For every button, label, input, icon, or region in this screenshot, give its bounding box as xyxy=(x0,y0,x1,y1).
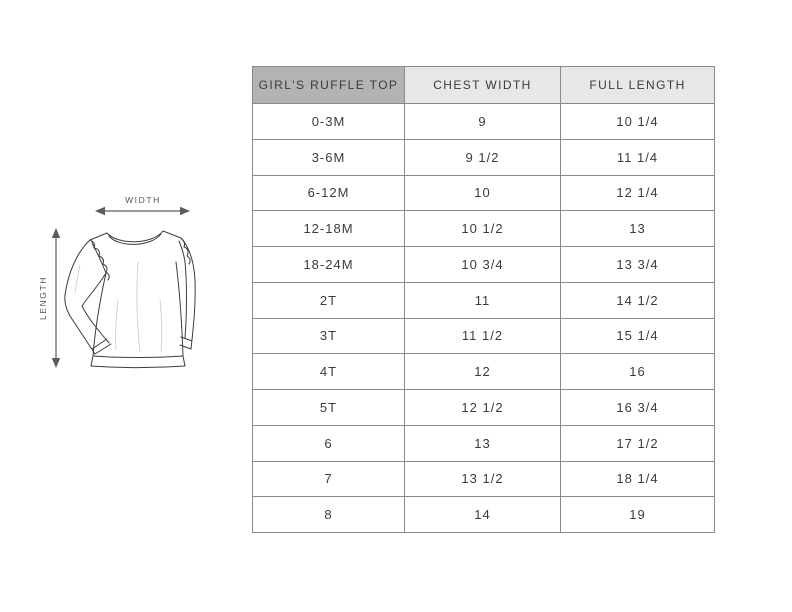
length-cell: 16 3/4 xyxy=(560,389,715,426)
table-row: 0-3M 9 10 1/4 xyxy=(252,103,715,140)
size-cell: 5T xyxy=(252,389,405,426)
length-arrow: LENGTH xyxy=(38,228,61,368)
garment-diagram: WIDTH LENGTH xyxy=(38,195,196,368)
header-chest-width: CHEST WIDTH xyxy=(404,66,561,104)
size-cell: 7 xyxy=(252,460,405,498)
table-row: 7 13 1/2 18 1/4 xyxy=(252,460,715,498)
size-cell: 2T xyxy=(252,281,405,319)
table-row: 4T 12 16 xyxy=(252,353,715,390)
size-cell: 4T xyxy=(252,353,405,390)
length-cell: 13 3/4 xyxy=(560,246,715,283)
header-size: GIRL'S RUFFLE TOP xyxy=(252,66,405,104)
size-cell: 3T xyxy=(252,317,405,355)
length-cell: 18 1/4 xyxy=(560,460,715,498)
size-cell: 6-12M xyxy=(252,174,405,212)
table-row: 5T 12 1/2 16 3/4 xyxy=(252,389,715,426)
chest-cell: 10 1/2 xyxy=(404,210,561,247)
length-cell: 14 1/2 xyxy=(560,281,715,319)
width-arrow: WIDTH xyxy=(95,195,190,216)
length-cell: 16 xyxy=(560,353,715,390)
chest-cell: 10 xyxy=(404,174,561,212)
size-cell: 18-24M xyxy=(252,246,405,283)
length-cell: 10 1/4 xyxy=(560,103,715,140)
chest-cell: 11 1/2 xyxy=(404,317,561,355)
length-cell: 12 1/4 xyxy=(560,174,715,212)
chest-cell: 11 xyxy=(404,281,561,319)
size-cell: 6 xyxy=(252,424,405,462)
length-label: LENGTH xyxy=(38,276,48,320)
table-row: 18-24M 10 3/4 13 3/4 xyxy=(252,246,715,283)
chest-cell: 14 xyxy=(404,496,561,533)
table-row: 6 13 17 1/2 xyxy=(252,424,715,462)
chest-cell: 9 xyxy=(404,103,561,140)
length-cell: 13 xyxy=(560,210,715,247)
table-row: 3T 11 1/2 15 1/4 xyxy=(252,317,715,355)
size-cell: 12-18M xyxy=(252,210,405,247)
table-row: 2T 11 14 1/2 xyxy=(252,281,715,319)
size-cell: 0-3M xyxy=(252,103,405,140)
size-table: GIRL'S RUFFLE TOP CHEST WIDTH FULL LENGT… xyxy=(252,66,715,533)
chest-cell: 13 1/2 xyxy=(404,460,561,498)
table-header-row: GIRL'S RUFFLE TOP CHEST WIDTH FULL LENGT… xyxy=(252,66,715,104)
table-row: 6-12M 10 12 1/4 xyxy=(252,174,715,212)
length-cell: 17 1/2 xyxy=(560,424,715,462)
ruffle-top-sketch xyxy=(64,230,196,368)
table-row: 8 14 19 xyxy=(252,496,715,533)
width-label: WIDTH xyxy=(125,195,161,205)
chest-cell: 13 xyxy=(404,424,561,462)
chest-cell: 10 3/4 xyxy=(404,246,561,283)
size-cell: 3-6M xyxy=(252,138,405,176)
length-cell: 19 xyxy=(560,496,715,533)
table-row: 12-18M 10 1/2 13 xyxy=(252,210,715,247)
chest-cell: 12 1/2 xyxy=(404,389,561,426)
size-cell: 8 xyxy=(252,496,405,533)
chest-cell: 12 xyxy=(404,353,561,390)
length-cell: 11 1/4 xyxy=(560,138,715,176)
table-row: 3-6M 9 1/2 11 1/4 xyxy=(252,138,715,176)
header-full-length: FULL LENGTH xyxy=(560,66,715,104)
length-cell: 15 1/4 xyxy=(560,317,715,355)
chest-cell: 9 1/2 xyxy=(404,138,561,176)
